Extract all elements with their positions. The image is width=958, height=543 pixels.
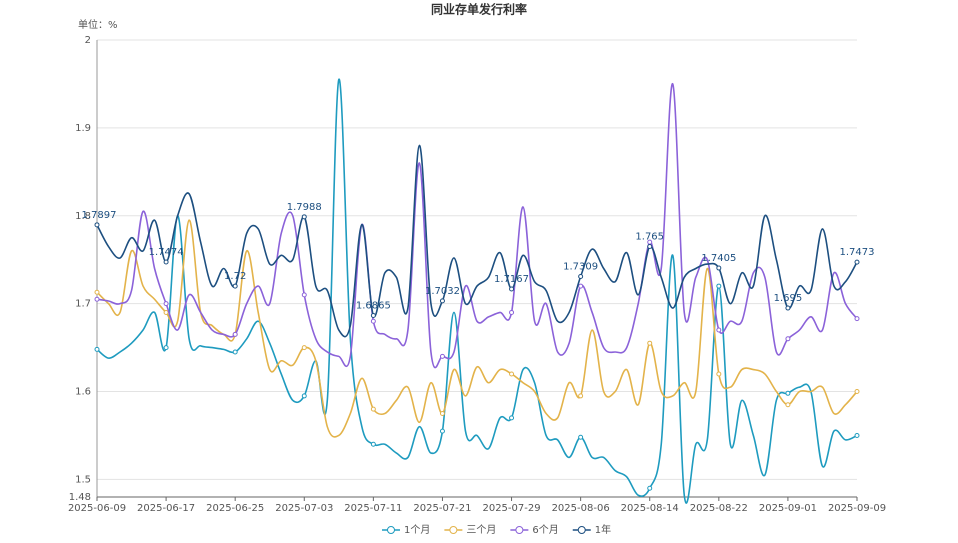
data-label: 1.7897 <box>82 210 117 221</box>
legend-label: 三个月 <box>466 524 496 536</box>
unit-label: 单位：% <box>78 18 118 31</box>
point-marker <box>94 222 100 228</box>
x-tick-label: 2025-09-01 <box>759 503 817 514</box>
x-tick-label: 2025-07-11 <box>344 503 402 514</box>
x-tick-label: 2025-08-22 <box>690 503 748 514</box>
x-tick-label: 2025-07-21 <box>413 503 471 514</box>
point-marker <box>509 415 515 421</box>
point-marker <box>370 406 376 412</box>
point-marker <box>716 283 722 289</box>
series-line <box>96 78 858 504</box>
legend-label: 1个月 <box>404 524 430 536</box>
legend-label: 1年 <box>595 523 611 536</box>
point-marker <box>716 327 722 333</box>
point-marker <box>163 345 169 351</box>
data-label: 1.6865 <box>356 301 391 312</box>
point-marker <box>854 259 860 265</box>
x-tick-label: 2025-06-25 <box>206 503 264 514</box>
point-marker <box>94 289 100 295</box>
point-marker <box>301 345 307 351</box>
point-marker <box>370 313 376 319</box>
point-marker <box>578 273 584 279</box>
point-marker <box>301 214 307 220</box>
point-marker <box>854 389 860 395</box>
point-marker <box>370 441 376 447</box>
point-marker <box>647 340 653 346</box>
y-tick-label: 1.48 <box>69 492 91 503</box>
point-marker <box>163 301 169 307</box>
legend-icon-marker <box>577 526 586 534</box>
data-label: 1.7473 <box>840 247 875 258</box>
point-marker <box>163 309 169 315</box>
point-marker <box>578 393 584 399</box>
x-tick-label: 2025-08-06 <box>552 503 610 514</box>
data-label: 1.7988 <box>287 202 322 213</box>
point-marker <box>854 316 860 322</box>
data-label: 1.7167 <box>494 274 529 285</box>
series-line <box>96 144 858 338</box>
data-label: 1.7405 <box>701 253 736 264</box>
point-marker <box>94 296 100 302</box>
y-tick-label: 2 <box>85 35 91 46</box>
point-marker <box>854 432 860 438</box>
data-label: 1.695 <box>774 293 803 304</box>
data-label: 1.7309 <box>563 261 598 272</box>
x-tick-label: 2025-07-03 <box>275 503 333 514</box>
point-marker <box>301 393 307 399</box>
point-marker <box>785 390 791 396</box>
data-label: 1.7474 <box>149 247 184 258</box>
x-tick-label: 2025-09-09 <box>828 503 886 514</box>
point-marker <box>785 402 791 408</box>
data-label: 1.7032 <box>425 286 460 297</box>
x-tick-label: 2025-06-09 <box>68 503 126 514</box>
y-tick-label: 1.8 <box>75 211 91 222</box>
point-marker <box>301 292 307 298</box>
point-marker <box>439 411 445 417</box>
point-marker <box>370 318 376 324</box>
chart-title: 同业存单发行利率 <box>431 2 527 17</box>
series-line <box>96 83 858 369</box>
data-label: 1.72 <box>224 271 246 282</box>
y-tick-label: 1.9 <box>75 123 91 134</box>
point-marker <box>439 428 445 434</box>
point-marker <box>439 298 445 304</box>
y-tick-label: 1.5 <box>75 474 91 485</box>
point-marker <box>716 371 722 377</box>
point-marker <box>578 283 584 289</box>
point-marker <box>647 485 653 491</box>
point-marker <box>232 331 238 337</box>
x-tick-label: 2025-06-17 <box>137 503 195 514</box>
point-marker <box>163 259 169 265</box>
legend-icon-marker <box>515 526 524 534</box>
point-marker <box>509 286 515 292</box>
point-marker <box>716 265 722 271</box>
legend-icon-marker <box>449 526 458 534</box>
x-tick-label: 2025-07-29 <box>482 503 540 514</box>
point-marker <box>509 371 515 377</box>
point-marker <box>509 309 515 315</box>
point-marker <box>785 336 791 342</box>
point-marker <box>232 283 238 289</box>
point-marker <box>785 305 791 311</box>
legend-icon-marker <box>387 526 395 534</box>
y-tick-label: 1.6 <box>75 387 91 398</box>
point-marker <box>232 349 238 355</box>
x-tick-label: 2025-08-14 <box>621 503 679 514</box>
y-tick-label: 1.7 <box>75 299 91 310</box>
point-marker <box>647 244 653 250</box>
data-label: 1.765 <box>635 232 664 243</box>
legend-label: 6个月 <box>532 524 558 536</box>
point-marker <box>578 434 584 440</box>
point-marker <box>94 346 100 352</box>
point-marker <box>439 353 445 359</box>
